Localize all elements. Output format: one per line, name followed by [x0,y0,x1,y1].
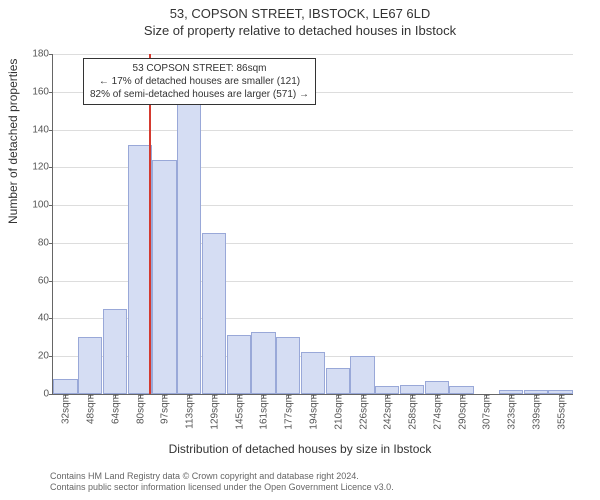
footnote: Contains HM Land Registry data © Crown c… [50,471,394,494]
xtick-label: 339sqm [529,394,542,430]
ytick-label: 0 [19,389,53,400]
xtick-label: 194sqm [307,394,320,430]
xtick-label: 48sqm [84,394,97,424]
histogram-bar [449,386,473,394]
xtick-label: 226sqm [356,394,369,430]
gridline [53,130,573,131]
title-subtitle: Size of property relative to detached ho… [0,23,600,38]
ytick-label: 160 [19,86,53,97]
histogram-bar [425,381,449,394]
xtick-label: 80sqm [133,394,146,424]
ytick-label: 20 [19,351,53,362]
histogram-bar [251,332,275,394]
histogram-chart: 02040608010012014016018032sqm48sqm64sqm8… [52,54,573,395]
histogram-bar [276,337,300,394]
histogram-bar [177,101,201,394]
xtick-label: 307sqm [480,394,493,430]
x-axis-label: Distribution of detached houses by size … [0,442,600,456]
gridline [53,54,573,55]
xtick-label: 161sqm [257,394,270,430]
histogram-bar [301,352,325,394]
ytick-label: 60 [19,275,53,286]
histogram-bar [103,309,127,394]
xtick-label: 242sqm [381,394,394,430]
xtick-label: 97sqm [158,394,171,424]
annotation-line1: 53 COPSON STREET: 86sqm [90,62,309,75]
histogram-bar [53,379,77,394]
ytick-label: 180 [19,49,53,60]
xtick-label: 177sqm [282,394,295,430]
annotation-box: 53 COPSON STREET: 86sqm ← 17% of detache… [83,58,316,105]
ytick-label: 80 [19,237,53,248]
footnote-line2: Contains public sector information licen… [50,482,394,494]
ytick-label: 140 [19,124,53,135]
xtick-label: 113sqm [183,394,196,429]
xtick-label: 355sqm [554,394,567,430]
xtick-label: 323sqm [505,394,518,430]
annotation-line2: ← 17% of detached houses are smaller (12… [90,75,309,88]
histogram-bar [400,385,424,394]
histogram-bar [350,356,374,394]
histogram-bar [202,233,226,394]
ytick-label: 100 [19,200,53,211]
y-axis-label: Number of detached properties [6,59,20,224]
annotation-line3: 82% of semi-detached houses are larger (… [90,88,309,101]
footnote-line1: Contains HM Land Registry data © Crown c… [50,471,394,483]
xtick-label: 210sqm [331,394,344,430]
reference-line [149,54,151,394]
xtick-label: 258sqm [406,394,419,430]
xtick-label: 274sqm [430,394,443,430]
chart-header: 53, COPSON STREET, IBSTOCK, LE67 6LD Siz… [0,0,600,38]
xtick-label: 32sqm [59,394,72,424]
xtick-label: 290sqm [455,394,468,430]
xtick-label: 145sqm [232,394,245,430]
histogram-bar [326,368,350,394]
histogram-bar [375,386,399,394]
ytick-label: 120 [19,162,53,173]
histogram-bar [78,337,102,394]
xtick-label: 64sqm [108,394,121,424]
xtick-label: 129sqm [207,394,220,430]
histogram-bar [152,160,176,394]
ytick-label: 40 [19,313,53,324]
title-address: 53, COPSON STREET, IBSTOCK, LE67 6LD [0,6,600,21]
histogram-bar [227,335,251,394]
